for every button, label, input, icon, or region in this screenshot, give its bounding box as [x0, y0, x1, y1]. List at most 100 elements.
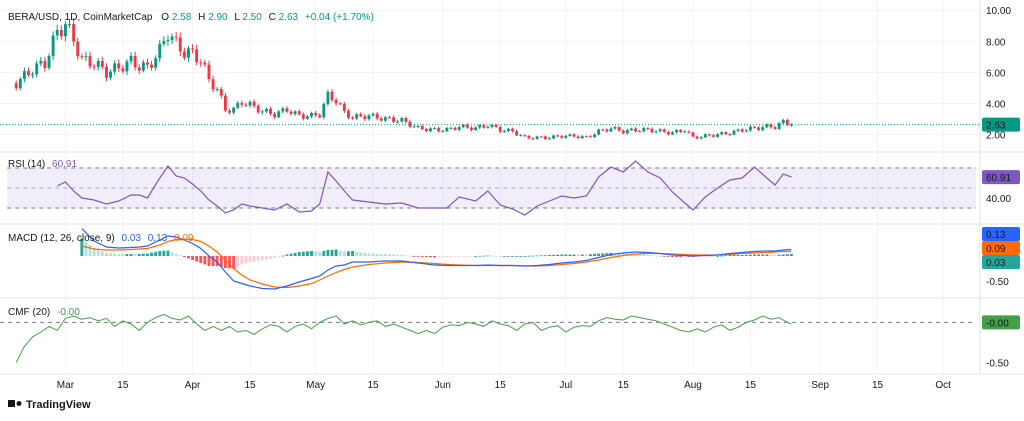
candle-body: [129, 55, 133, 62]
last-price-label: 2.63: [986, 121, 1006, 132]
candle-body: [166, 39, 170, 41]
macd-histogram-bar: [461, 256, 465, 257]
cmf-title-text: CMF (20): [8, 307, 50, 318]
candle-body: [318, 115, 322, 118]
macd-histogram-bar: [658, 256, 662, 257]
candle-body: [560, 136, 564, 138]
candle-body: [449, 127, 453, 129]
macd-value-1: 0.03: [122, 233, 142, 244]
macd-histogram-bar: [236, 256, 240, 267]
candle-body: [203, 62, 207, 65]
macd-histogram-bar: [404, 255, 408, 257]
macd-histogram-bar: [597, 253, 601, 256]
candle-body: [638, 131, 642, 133]
macd-histogram-bar: [359, 252, 363, 256]
macd-histogram-bar: [736, 255, 740, 256]
tradingview-logo-text: TradingView: [26, 399, 91, 411]
candle-body: [765, 124, 769, 128]
candle-body: [720, 132, 724, 135]
macd-histogram-bar: [675, 256, 679, 257]
macd-histogram-bar: [753, 254, 756, 256]
macd-histogram-bar: [330, 249, 334, 256]
candle-body: [736, 129, 740, 131]
candle-body: [392, 117, 395, 122]
rsi-value-tag: [982, 170, 1020, 185]
cmf-tick-label: -0.50: [986, 358, 1009, 369]
candle-body: [465, 124, 469, 128]
x-tick-label: 15: [117, 380, 129, 391]
macd-histogram-bar: [699, 256, 703, 257]
candle-body: [264, 109, 268, 112]
candle-body: [675, 130, 679, 133]
candle-body: [347, 110, 350, 118]
macd-line: [81, 228, 792, 290]
macd-histogram-bar: [552, 254, 555, 256]
candle-body: [695, 136, 699, 139]
macd-histogram-bar: [326, 250, 330, 256]
x-tick-label: Jul: [559, 380, 572, 391]
macd-histogram-bar: [765, 254, 769, 256]
macd-histogram-bar: [400, 255, 404, 256]
candle-body: [625, 129, 629, 134]
macd-histogram-bar: [125, 254, 129, 256]
candle-body: [740, 129, 744, 132]
close-label: C: [269, 12, 276, 23]
macd-histogram-bar: [248, 256, 252, 262]
candle-body: [617, 127, 621, 131]
candle-body: [621, 130, 625, 134]
macd-histogram-bar: [433, 256, 437, 258]
candle-body: [445, 127, 449, 132]
cmf-line: [15, 313, 792, 363]
price-tick-label: 8.00: [986, 37, 1006, 48]
marks-layer: [0, 18, 1020, 363]
rsi-title-text: RSI (14): [8, 159, 45, 170]
candle-body: [580, 136, 584, 139]
macd-histogram-bar: [178, 255, 182, 257]
candle-body: [753, 126, 756, 128]
macd-histogram-bar: [712, 256, 715, 257]
open-label: O: [161, 12, 169, 23]
candle-body: [609, 128, 613, 132]
macd-histogram-bar: [506, 256, 510, 257]
candle-body: [769, 124, 773, 128]
candle-body: [84, 55, 88, 57]
macd-histogram-bar: [638, 254, 642, 256]
candle-body: [584, 136, 588, 138]
candle-body: [273, 113, 277, 118]
macd-histogram-bar: [449, 256, 453, 257]
macd-histogram-bar: [666, 256, 670, 257]
macd-value-tag-label: 0.13: [986, 230, 1006, 241]
macd-histogram-bar: [187, 256, 190, 259]
last-price-tag: [982, 117, 1020, 132]
macd-histogram-bar: [470, 256, 473, 257]
candle-body: [330, 91, 334, 101]
candle-body: [654, 131, 658, 133]
macd-histogram-bar: [646, 255, 650, 256]
change-value: +0.04 (+1.70%): [305, 12, 374, 23]
candle-body: [420, 126, 424, 130]
candle-body: [408, 121, 412, 127]
x-tick-label: Oct: [935, 380, 951, 391]
candle-body: [535, 136, 539, 139]
open-value: 2.58: [172, 12, 192, 23]
high-value: 2.90: [208, 12, 228, 23]
macd-histogram-bar: [351, 251, 354, 256]
macd-histogram-bar: [305, 251, 309, 256]
candle-body: [223, 95, 227, 111]
macd-histogram-bar: [338, 250, 342, 256]
x-tick-label: Aug: [684, 380, 702, 391]
macd-value-2: 0.13: [148, 233, 168, 244]
macd-histogram-bar: [453, 256, 457, 257]
macd-histogram-bar: [113, 253, 117, 256]
candle-body: [105, 66, 108, 78]
candle-body: [486, 126, 490, 128]
macd-histogram-bar: [662, 256, 666, 257]
candle-body: [100, 61, 104, 67]
macd-histogram-bar: [166, 250, 170, 256]
candle-body: [371, 113, 375, 116]
macd-histogram-bar: [515, 256, 519, 257]
macd-histogram-bar: [707, 256, 711, 257]
macd-histogram-bar: [654, 255, 658, 257]
candle-body: [80, 56, 84, 58]
macd-histogram-bar: [572, 254, 576, 256]
